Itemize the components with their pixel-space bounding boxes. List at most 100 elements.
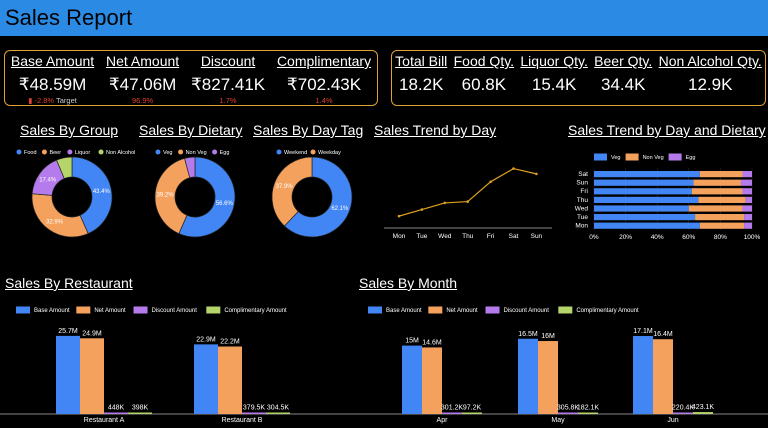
kpi-base-amount: Base Amount ₹48.59M ▮ -2.8% Target bbox=[11, 51, 94, 105]
legend-label: Beer bbox=[49, 150, 61, 156]
legend-label: Liquor bbox=[75, 150, 90, 156]
legend-swatch bbox=[67, 149, 73, 155]
stacked-bar-segment bbox=[594, 171, 700, 178]
bar bbox=[266, 412, 290, 414]
kpi-label[interactable]: Non Alcohol Qty. bbox=[658, 53, 762, 69]
y-tick-label: Fri bbox=[580, 188, 588, 195]
donut-data-label: 62.1% bbox=[331, 206, 349, 212]
legend-swatch bbox=[594, 153, 607, 161]
kpi-label[interactable]: Food Qty. bbox=[453, 53, 515, 69]
down-arrow-icon: ▮ bbox=[28, 96, 35, 105]
bar-data-label: 304.5K bbox=[267, 405, 290, 412]
trend-point bbox=[535, 172, 538, 176]
stacked-bar-segment bbox=[742, 205, 752, 212]
kpi-food-qty: Food Qty. 60.8K bbox=[454, 51, 514, 105]
donut-slice bbox=[71, 156, 113, 235]
kpi-non-alcohol-qty: Non Alcohol Qty. 12.9K bbox=[659, 51, 762, 105]
kpi-label[interactable]: Liquor Qty. bbox=[520, 53, 588, 69]
kpi-label[interactable]: Base Amount bbox=[10, 53, 95, 69]
chart-title-trend-dietary[interactable]: Sales Trend by Day and Dietary bbox=[568, 122, 766, 138]
donut-slice bbox=[283, 156, 353, 238]
legend-label: Egg bbox=[220, 150, 230, 156]
bar-data-label: 22.9M bbox=[196, 336, 216, 343]
bar bbox=[518, 338, 538, 414]
bar bbox=[402, 345, 422, 414]
y-tick-label: Wed bbox=[575, 205, 589, 212]
donut-slice bbox=[271, 156, 313, 227]
x-tick-label: 40% bbox=[651, 234, 664, 241]
stacked-bar-segment bbox=[688, 205, 743, 212]
legend-swatch bbox=[155, 149, 161, 155]
bar bbox=[422, 347, 442, 414]
x-tick-label: Restaurant B bbox=[222, 417, 263, 424]
legend-swatch bbox=[485, 306, 500, 314]
header-bar: Sales Report bbox=[0, 0, 768, 36]
legend-swatch bbox=[98, 149, 104, 155]
legend-label: Food bbox=[24, 150, 37, 156]
chart-title-dietary[interactable]: Sales By Dietary bbox=[139, 122, 243, 138]
x-tick-label: May bbox=[551, 417, 565, 424]
kpi-label[interactable]: Net Amount bbox=[106, 53, 180, 69]
stacked-bar-segment bbox=[740, 179, 752, 186]
chart-title-restaurant[interactable]: Sales By Restaurant bbox=[5, 275, 133, 291]
kpi-label[interactable]: Total Bill bbox=[395, 53, 448, 69]
kpi-value: ₹48.59M bbox=[18, 75, 87, 94]
bar-data-label: 16.5M bbox=[518, 331, 538, 338]
x-tick-label: Mon bbox=[393, 233, 406, 240]
y-tick-label: Sun bbox=[576, 180, 588, 187]
legend-label: Weekday bbox=[318, 150, 341, 156]
legend-swatch bbox=[276, 149, 282, 155]
x-tick-label: Jun bbox=[667, 417, 678, 424]
chart-title-trend[interactable]: Sales Trend by Day bbox=[374, 122, 497, 138]
stacked-bar-segment bbox=[742, 188, 752, 195]
legend-label: Veg bbox=[611, 155, 620, 161]
legend-label: Non Veg bbox=[643, 155, 664, 161]
x-tick-label: 60% bbox=[682, 234, 695, 241]
bar bbox=[218, 346, 242, 414]
legend-swatch bbox=[668, 153, 682, 161]
kpi-value: ₹827.41K bbox=[190, 75, 266, 94]
legend-swatch bbox=[428, 306, 443, 314]
legend-label: Complimentary Amount bbox=[224, 308, 287, 314]
donut-slice bbox=[56, 156, 73, 180]
bar bbox=[462, 412, 482, 414]
kpi-value: 15.4K bbox=[531, 75, 577, 94]
x-tick-label: Apr bbox=[437, 417, 449, 424]
legend-swatch bbox=[76, 306, 91, 314]
kpi-value: 12.9K bbox=[687, 75, 733, 94]
stacked-bar-segment bbox=[744, 222, 752, 229]
kpi-total-bill: Total Bill 18.2K bbox=[395, 51, 447, 105]
legend-swatch bbox=[178, 149, 184, 155]
donut-data-label: 17.4% bbox=[39, 177, 57, 183]
trend-point bbox=[443, 201, 447, 205]
legend-swatch bbox=[41, 149, 47, 155]
stacked-bar-segment bbox=[698, 196, 746, 203]
kpi-discount: Discount ₹827.41K 1.7% bbox=[191, 51, 265, 105]
x-tick-label: Tue bbox=[416, 233, 427, 240]
kpi-sub: 96.9% bbox=[131, 96, 154, 105]
kpi-value: 60.8K bbox=[461, 75, 507, 94]
bar-data-label: 14.6M bbox=[422, 339, 442, 346]
stacked-bar-segment bbox=[699, 171, 743, 178]
legend-label: Weekend bbox=[284, 150, 307, 156]
kpi-panel-amounts: Base Amount ₹48.59M ▮ -2.8% Target Net Amo… bbox=[4, 50, 378, 106]
chart-title-group[interactable]: Sales By Group bbox=[20, 122, 119, 138]
bar bbox=[558, 412, 578, 414]
legend-label: Veg bbox=[163, 150, 172, 156]
chart-title-daytag[interactable]: Sales By Day Tag bbox=[253, 122, 364, 138]
x-tick-label: Sun bbox=[531, 233, 543, 240]
page-title: Sales Report bbox=[5, 5, 133, 30]
kpi-label[interactable]: Discount bbox=[200, 53, 256, 69]
stacked-bar-segment bbox=[744, 214, 752, 221]
legend-swatch bbox=[16, 149, 22, 155]
kpi-label[interactable]: Beer Qty. bbox=[594, 53, 653, 69]
bar-data-label: 22.2M bbox=[220, 339, 240, 346]
kpi-panel-quantities: Total Bill 18.2K Food Qty. 60.8K Liquor Qt… bbox=[391, 50, 766, 106]
bar-data-label: 182.1K bbox=[577, 405, 600, 412]
kpi-label[interactable]: Complimentary bbox=[276, 53, 372, 69]
trend-point bbox=[420, 208, 424, 211]
stacked-bar-segment bbox=[699, 222, 745, 229]
chart-title-month[interactable]: Sales By Month bbox=[359, 275, 458, 291]
bar bbox=[633, 336, 653, 414]
stacked-bar-segment bbox=[594, 179, 694, 186]
